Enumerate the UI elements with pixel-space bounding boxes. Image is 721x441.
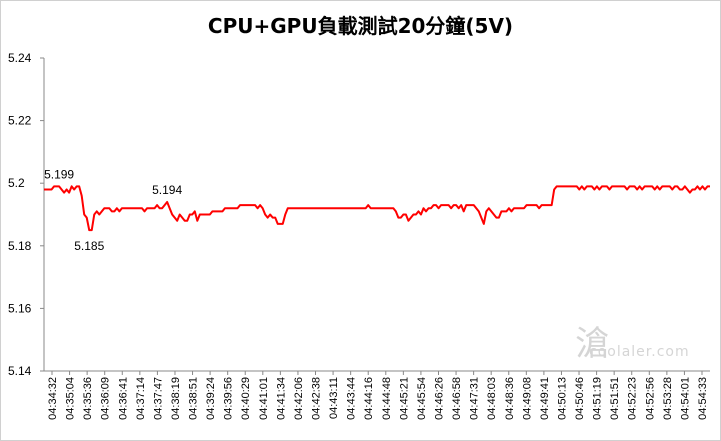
x-tick-label: 04:49:08 [521,377,533,420]
y-tick-label: 5.22 [8,114,32,128]
x-tick-label: 04:39:56 [223,377,235,420]
x-tick-label: 04:53:28 [662,377,674,420]
x-tick-label: 04:41:34 [275,377,287,420]
x-tick-label: 04:51:51 [609,377,621,420]
x-tick-label: 04:45:21 [398,377,410,420]
chart-title: CPU+GPU負載測試20分鐘(5V) [207,14,514,38]
y-tick-labels: 5.14 5.16 5.18 5.2 5.22 5.24 [8,51,44,378]
x-tick-label: 04:41:01 [258,377,270,420]
data-label: 5.194 [152,183,182,197]
series-line [44,185,710,232]
x-tick-label: 04:38:19 [170,377,182,420]
x-tick-label: 04:52:23 [627,377,639,420]
x-tick-label: 04:45:54 [416,377,428,420]
data-label: 5.199 [44,167,74,181]
data-label: 5.185 [74,239,104,253]
annotations: 5.199 5.185 5.194 [44,167,182,253]
watermark-site: coolaler.com [589,344,690,360]
x-tick-label: 04:54:01 [679,377,691,420]
y-tick-label: 5.18 [8,239,32,253]
x-tick-label: 04:35:04 [65,377,77,420]
x-tick-label: 04:42:06 [293,377,305,420]
x-tick-label: 04:47:31 [469,377,481,420]
watermark: 滄 coolaler.com [565,316,721,396]
y-tick-label: 5.2 [8,176,25,190]
x-tick-label: 04:51:19 [592,377,604,420]
x-tick-label: 04:54:33 [697,377,709,420]
plot-area [43,58,710,372]
x-tick-labels: 04:34:32 04:35:04 04:35:36 04:36:09 04:36:41… [47,371,709,420]
x-tick-label: 04:46:58 [451,377,463,420]
x-tick-label: 04:43:44 [346,377,358,420]
x-tick-label: 04:36:41 [117,377,129,420]
x-tick-label: 04:50:46 [574,377,586,420]
x-tick-label: 04:40:29 [240,377,252,420]
x-tick-label: 04:35:36 [82,377,94,420]
x-tick-label: 04:34:32 [47,377,59,420]
x-tick-label: 04:49:41 [539,377,551,420]
x-tick-label: 04:46:26 [433,377,445,420]
x-tick-label: 04:50:13 [556,377,568,420]
x-tick-label: 04:39:24 [205,377,217,420]
x-tick-label: 04:42:38 [311,377,323,420]
y-tick-label: 5.16 [8,301,32,315]
x-tick-label: 04:48:03 [486,377,498,420]
x-tick-label: 04:37:14 [135,377,147,420]
watermark-seal: 滄 [575,324,609,364]
x-tick-label: 04:38:51 [188,377,200,420]
y-tick-label: 5.24 [8,51,32,65]
x-tick-label: 04:44:48 [381,377,393,420]
x-tick-label: 04:44:16 [363,377,375,420]
x-tick-label: 04:48:36 [504,377,516,420]
x-tick-label: 04:37:47 [152,377,164,420]
y-tick-label: 5.14 [8,364,32,378]
x-tick-label: 04:43:11 [328,377,340,419]
x-tick-label: 04:52:56 [644,377,656,420]
x-tick-label: 04:36:09 [100,377,112,420]
